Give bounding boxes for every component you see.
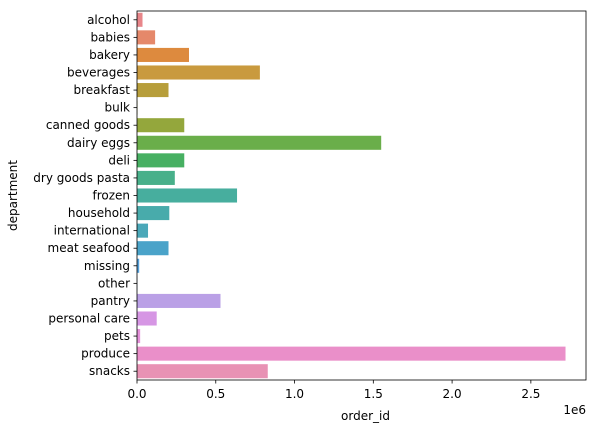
bar-pantry — [137, 293, 221, 308]
y-axis-ticks: alcohol babies bakery beverages breakfast bul… — [33, 13, 137, 378]
bar-dairy-eggs — [137, 135, 382, 150]
x-tick-label: 1.0 — [285, 387, 304, 401]
y-tick-label: international — [54, 224, 130, 238]
bar-household — [137, 206, 170, 221]
y-tick-label: dairy eggs — [67, 136, 130, 150]
y-tick-label: dry goods pasta — [33, 171, 130, 185]
y-tick-label: breakfast — [73, 83, 130, 97]
x-tick-label: 0.5 — [206, 387, 225, 401]
x-axis-offset-label: 1e6 — [563, 403, 586, 417]
y-tick-label: pantry — [91, 294, 130, 308]
bar-frozen — [137, 188, 238, 203]
bar-breakfast — [137, 83, 169, 98]
bar-dry-goods-pasta — [137, 170, 175, 185]
y-tick-label: pets — [104, 329, 130, 343]
bar-personal-care — [137, 311, 157, 326]
x-tick-label: 1.5 — [364, 387, 383, 401]
bar-pets — [137, 329, 141, 344]
bar-bakery — [137, 47, 189, 62]
plot-frame — [136, 10, 587, 381]
x-axis-ticks: 0.0 0.5 1.0 1.5 2.0 2.5 — [127, 380, 540, 401]
bar-snacks — [137, 364, 268, 379]
bar-missing — [137, 258, 140, 273]
bar-meat-seafood — [137, 241, 169, 256]
bar-deli — [137, 153, 185, 168]
bar-alcohol — [137, 12, 143, 27]
y-tick-label: bulk — [104, 101, 130, 115]
bar-babies — [137, 30, 156, 45]
bar-produce — [137, 346, 566, 361]
y-tick-label: missing — [84, 259, 130, 273]
y-tick-label: other — [98, 276, 130, 290]
y-tick-label: babies — [90, 30, 130, 44]
y-tick-label: personal care — [48, 312, 130, 326]
y-tick-label: bakery — [89, 48, 130, 62]
y-tick-label: beverages — [67, 66, 130, 80]
bar-beverages — [137, 65, 260, 80]
y-tick-label: meat seafood — [48, 241, 130, 255]
x-tick-label: 2.0 — [443, 387, 462, 401]
y-tick-label: canned goods — [46, 118, 130, 132]
x-axis-label: order_id — [341, 409, 390, 423]
y-tick-label: household — [68, 206, 130, 220]
y-tick-label: frozen — [92, 189, 130, 203]
x-tick-label: 2.5 — [521, 387, 540, 401]
bar-canned-goods — [137, 118, 185, 133]
bars-group — [137, 12, 566, 379]
y-axis-label: department — [6, 160, 20, 231]
y-tick-label: alcohol — [87, 13, 130, 27]
y-tick-label: deli — [108, 153, 130, 167]
bar-international — [137, 223, 149, 238]
x-tick-label: 0.0 — [127, 387, 146, 401]
y-tick-label: produce — [81, 347, 130, 361]
y-tick-label: snacks — [89, 364, 130, 378]
